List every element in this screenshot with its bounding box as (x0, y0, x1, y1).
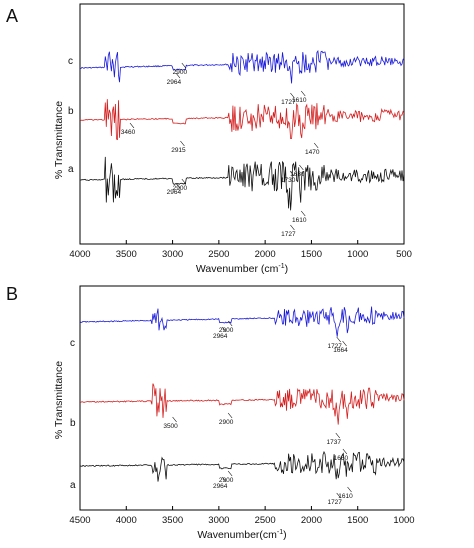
peak-annotation: 2964 (167, 79, 182, 86)
peak-annotation: 1610 (292, 97, 307, 104)
annotation-arrow (336, 336, 341, 343)
x-tick-label: 2500 (208, 249, 229, 260)
peak-annotation: 1727 (327, 343, 342, 350)
annotation-arrow (301, 90, 306, 97)
annotation-arrow (313, 142, 319, 149)
trace-label-c: c (70, 338, 75, 349)
x-tick-label: 1000 (393, 515, 414, 526)
x-tick-label: 2500 (255, 515, 276, 526)
spectrum-trace-a (79, 156, 405, 211)
panel-a-x-axis: 4000 3500 3000 2500 2000 1500 1000 500 (69, 240, 412, 260)
annotation-arrow (172, 416, 177, 423)
annotation-arrow (227, 320, 233, 327)
panel-a: A 4000 3500 3000 2500 2000 1500 1000 500 c b a 29… (6, 3, 412, 275)
trace-label-b: b (68, 106, 74, 117)
annotation-arrow (175, 72, 181, 79)
peak-annotation: 1727 (327, 499, 342, 506)
spectrum-trace-c (79, 306, 405, 337)
x-tick-label: 4000 (116, 515, 137, 526)
peak-annotation: 2964 (213, 333, 228, 340)
x-tick-label: 2000 (301, 515, 322, 526)
x-tick-label: 1500 (301, 249, 322, 260)
peak-annotation: 1727 (281, 231, 296, 238)
peak-annotation: 2900 (219, 477, 234, 484)
peak-annotation: 1664 (333, 347, 348, 354)
panel-a-frame (79, 3, 405, 245)
annotation-arrow (301, 210, 306, 217)
panel-a-xlabel: Wavenumber (cm-1) (196, 263, 288, 275)
annotation-arrow (289, 170, 295, 177)
x-tick-label: 1000 (347, 249, 368, 260)
spectrum-trace-c (80, 49, 405, 84)
peak-annotation: 1470 (305, 149, 320, 156)
spectrum-trace-a (79, 450, 405, 482)
peak-annotation: 1660 (334, 455, 349, 462)
peak-annotation: 1630 (290, 171, 305, 178)
x-tick-label: 3000 (162, 249, 183, 260)
peak-annotation: 1737 (327, 439, 342, 446)
peak-annotation: 2964 (167, 189, 182, 196)
x-tick-label: 2000 (255, 249, 276, 260)
panel-b-xlabel: Wavenumber(cm-1) (197, 529, 286, 541)
trace-label-a: a (68, 164, 74, 175)
annotation-arrow (335, 432, 341, 439)
spectrum-trace-b (79, 99, 405, 141)
x-tick-label: 4000 (69, 249, 90, 260)
annotation-arrow (129, 122, 135, 129)
annotation-arrow (181, 178, 187, 185)
peak-annotation: 2900 (173, 69, 188, 76)
annotation-arrow (342, 340, 347, 347)
peak-annotation: 2964 (213, 483, 228, 490)
annotation-arrow (336, 492, 341, 499)
annotation-arrow (221, 476, 227, 483)
annotation-arrow (342, 448, 348, 455)
panel-a-traces: c b a (68, 49, 405, 211)
annotation-arrow (347, 486, 352, 493)
annotation-arrow (221, 326, 227, 333)
x-tick-label: 4500 (69, 515, 90, 526)
annotation-arrow (227, 470, 233, 477)
peak-annotation: 2900 (219, 327, 234, 334)
annotation-arrow (290, 92, 295, 99)
annotation-arrow (227, 412, 233, 419)
peak-annotation: 1610 (292, 217, 307, 224)
x-tick-label: 500 (396, 249, 412, 260)
x-tick-label: 3500 (116, 249, 137, 260)
annotation-arrow (299, 164, 304, 171)
annotation-arrow (180, 140, 185, 147)
x-tick-label: 3000 (208, 515, 229, 526)
panel-b-x-axis: 4500 4000 3500 3000 2500 2000 1500 1000 (69, 506, 415, 526)
peak-annotation: 1727 (281, 99, 296, 106)
peak-annotation: 1730 (281, 177, 296, 184)
peak-annotation: 2900 (173, 185, 188, 192)
peak-annotation: 2900 (219, 419, 234, 426)
panel-b-ylabel: % Transmittance (53, 361, 65, 439)
trace-label-a: a (70, 480, 76, 491)
panel-b-traces: c b a (70, 306, 405, 491)
annotation-arrow (175, 182, 181, 189)
panel-a-annotations: 2964290017271610346029151730163014702964… (121, 62, 320, 238)
panel-b-letter: B (6, 284, 18, 304)
peak-annotation: 3500 (163, 423, 178, 430)
peak-annotation: 1610 (338, 493, 353, 500)
x-tick-label: 3500 (162, 515, 183, 526)
annotation-arrow (181, 62, 187, 69)
peak-annotation: 3460 (121, 129, 136, 136)
trace-label-c: c (68, 56, 73, 67)
peak-annotation: 2915 (171, 147, 186, 154)
spectrum-trace-b (79, 383, 405, 425)
panel-b-annotations: 2964290017271664350029001737166029642900… (163, 320, 353, 506)
panel-a-letter: A (6, 6, 18, 26)
panel-a-ylabel: % Transmittance (53, 101, 65, 179)
x-tick-label: 1500 (347, 515, 368, 526)
panel-b: B 4500 4000 3500 3000 2500 2000 1500 1000 c b a 2… (6, 284, 415, 541)
annotation-arrow (290, 224, 295, 231)
trace-label-b: b (70, 418, 76, 429)
